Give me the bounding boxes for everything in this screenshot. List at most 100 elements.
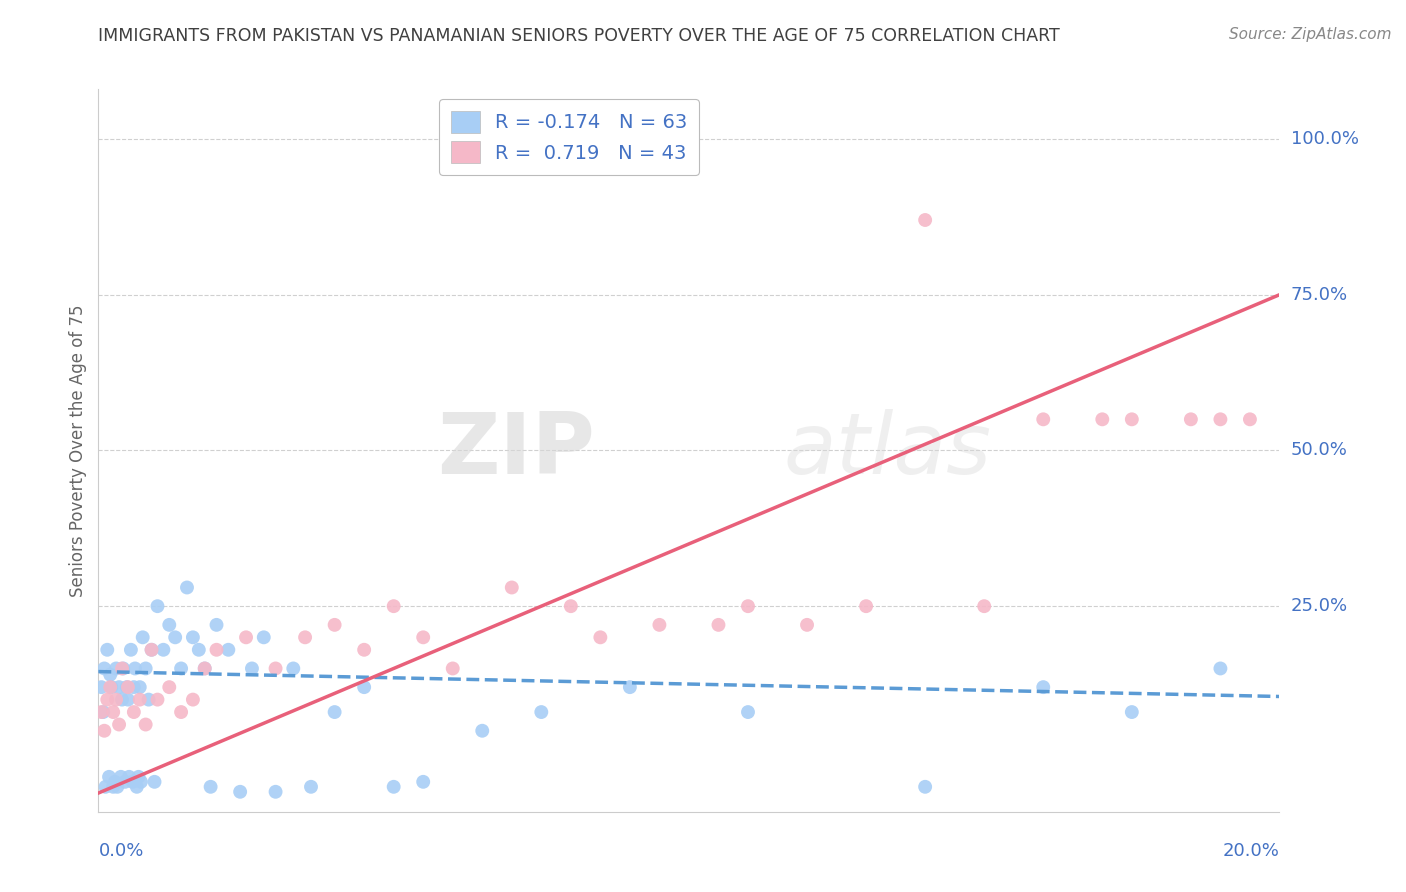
- Point: [114, 774, 136, 789]
- Point: [441, 661, 464, 675]
- Point: [205, 618, 228, 632]
- Point: [294, 630, 316, 644]
- Point: [105, 780, 128, 794]
- Point: [96, 692, 118, 706]
- Point: [128, 692, 150, 706]
- Point: [737, 599, 759, 614]
- Point: [103, 780, 125, 794]
- Point: [165, 630, 187, 644]
- Point: [353, 680, 375, 694]
- Point: [91, 705, 114, 719]
- Point: [111, 692, 134, 706]
- Point: [129, 774, 152, 789]
- Point: [90, 680, 112, 694]
- Point: [181, 630, 204, 644]
- Point: [1121, 705, 1143, 719]
- Point: [648, 618, 671, 632]
- Point: [323, 705, 346, 719]
- Point: [353, 642, 375, 657]
- Point: [1091, 412, 1114, 426]
- Point: [170, 661, 193, 675]
- Point: [412, 630, 434, 644]
- Point: [111, 661, 134, 675]
- Text: IMMIGRANTS FROM PAKISTAN VS PANAMANIAN SENIORS POVERTY OVER THE AGE OF 75 CORREL: IMMIGRANTS FROM PAKISTAN VS PANAMANIAN S…: [98, 27, 1060, 45]
- Point: [187, 642, 209, 657]
- Point: [619, 680, 641, 694]
- Point: [253, 630, 276, 644]
- Point: [530, 705, 553, 719]
- Point: [176, 581, 198, 595]
- Point: [112, 661, 135, 675]
- Y-axis label: Seniors Poverty Over the Age of 75: Seniors Poverty Over the Age of 75: [69, 304, 87, 597]
- Point: [299, 780, 322, 794]
- Point: [181, 692, 204, 706]
- Legend: R = -0.174   N = 63, R =  0.719   N = 43: R = -0.174 N = 63, R = 0.719 N = 43: [439, 99, 699, 175]
- Point: [283, 661, 305, 675]
- Point: [105, 661, 128, 675]
- Point: [235, 630, 257, 644]
- Point: [1032, 680, 1054, 694]
- Point: [707, 618, 730, 632]
- Point: [170, 705, 193, 719]
- Point: [93, 661, 115, 675]
- Point: [560, 599, 582, 614]
- Point: [146, 692, 169, 706]
- Point: [141, 642, 163, 657]
- Point: [128, 770, 150, 784]
- Point: [914, 780, 936, 794]
- Point: [229, 785, 252, 799]
- Point: [90, 705, 112, 719]
- Point: [96, 642, 118, 657]
- Point: [323, 618, 346, 632]
- Point: [194, 661, 217, 675]
- Text: atlas: atlas: [783, 409, 991, 492]
- Point: [1121, 412, 1143, 426]
- Point: [122, 705, 145, 719]
- Point: [120, 642, 142, 657]
- Point: [138, 692, 160, 706]
- Point: [152, 642, 174, 657]
- Point: [264, 785, 287, 799]
- Point: [589, 630, 612, 644]
- Point: [157, 680, 180, 694]
- Point: [796, 618, 818, 632]
- Point: [108, 717, 131, 731]
- Point: [240, 661, 263, 675]
- Point: [132, 630, 155, 644]
- Point: [217, 642, 239, 657]
- Point: [412, 774, 434, 789]
- Text: 20.0%: 20.0%: [1223, 842, 1279, 860]
- Point: [146, 599, 169, 614]
- Point: [1209, 661, 1232, 675]
- Point: [382, 599, 405, 614]
- Point: [93, 723, 115, 738]
- Point: [110, 770, 132, 784]
- Text: 100.0%: 100.0%: [1291, 130, 1358, 148]
- Point: [1180, 412, 1202, 426]
- Point: [125, 780, 148, 794]
- Point: [157, 618, 180, 632]
- Point: [118, 770, 141, 784]
- Point: [264, 661, 287, 675]
- Text: ZIP: ZIP: [437, 409, 595, 492]
- Point: [1032, 412, 1054, 426]
- Point: [98, 680, 121, 694]
- Text: Source: ZipAtlas.com: Source: ZipAtlas.com: [1229, 27, 1392, 42]
- Point: [115, 680, 138, 694]
- Text: 50.0%: 50.0%: [1291, 442, 1347, 459]
- Point: [143, 774, 166, 789]
- Point: [128, 680, 150, 694]
- Text: 75.0%: 75.0%: [1291, 285, 1348, 304]
- Point: [121, 774, 143, 789]
- Point: [117, 680, 139, 694]
- Point: [98, 667, 121, 681]
- Point: [108, 680, 131, 694]
- Point: [200, 780, 222, 794]
- Point: [1209, 412, 1232, 426]
- Point: [141, 642, 163, 657]
- Point: [94, 780, 117, 794]
- Point: [124, 661, 146, 675]
- Point: [382, 780, 405, 794]
- Point: [737, 705, 759, 719]
- Point: [471, 723, 494, 738]
